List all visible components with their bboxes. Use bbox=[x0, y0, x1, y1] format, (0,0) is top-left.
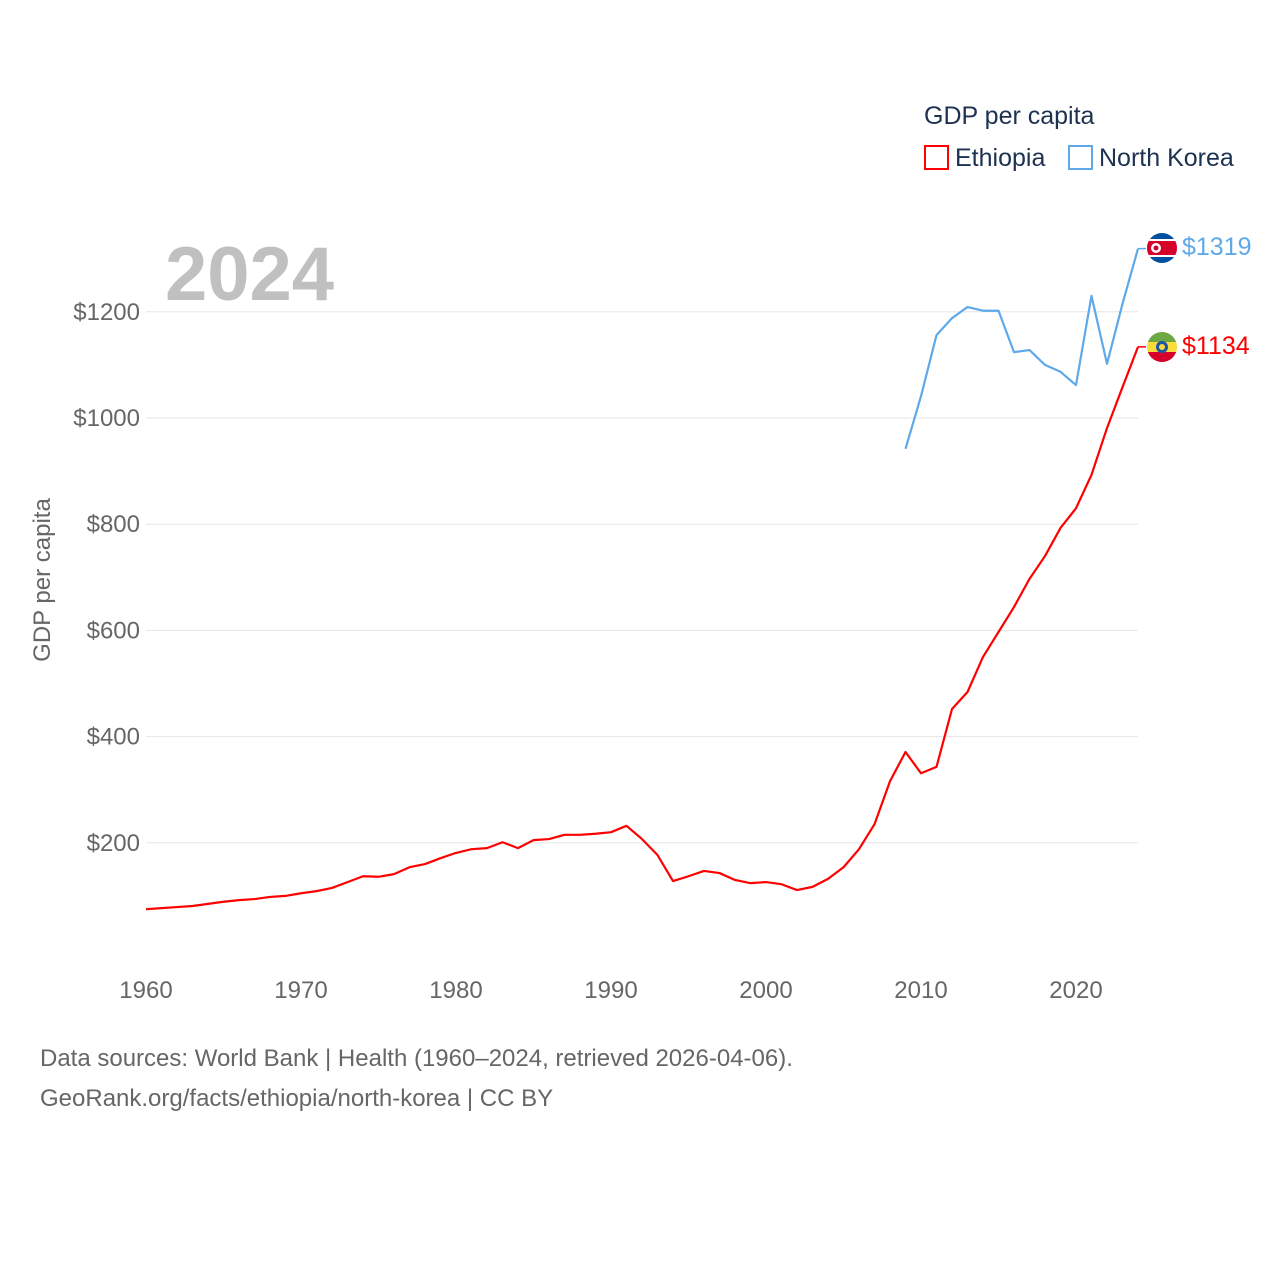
x-axis: 1960 1970 1980 1990 2000 2010 2020 bbox=[119, 977, 1102, 1004]
legend-title: GDP per capita bbox=[924, 102, 1095, 130]
y-axis-label: GDP per capita bbox=[29, 498, 56, 662]
x-tick-label: 2020 bbox=[1049, 977, 1102, 1004]
y-tick-label: $400 bbox=[87, 724, 140, 751]
y-tick-label: $200 bbox=[87, 830, 140, 857]
ethiopia-flag-icon bbox=[1147, 332, 1177, 362]
x-tick-label: 1960 bbox=[119, 977, 172, 1004]
y-axis: $200 $400 $600 $800 $1000 $1200 bbox=[73, 299, 140, 857]
legend-swatch-north-korea bbox=[1068, 145, 1093, 170]
legend-label-ethiopia: Ethiopia bbox=[955, 144, 1045, 172]
x-tick-label: 1990 bbox=[584, 977, 637, 1004]
north-korea-line bbox=[904, 248, 1140, 450]
ethiopia-line bbox=[145, 346, 1140, 911]
x-tick-label: 1980 bbox=[429, 977, 482, 1004]
y-tick-label: $600 bbox=[87, 617, 140, 644]
gridlines bbox=[146, 311, 1138, 844]
north-korea-end-label: $1319 bbox=[1182, 233, 1252, 261]
year-label: 2024 bbox=[165, 232, 334, 317]
ethiopia-end-label: $1134 bbox=[1182, 332, 1250, 360]
x-tick-label: 2000 bbox=[739, 977, 792, 1004]
legend: GDP per capita Ethiopia North Korea bbox=[924, 102, 1234, 172]
y-tick-label: $1200 bbox=[73, 299, 140, 326]
y-tick-label: $1000 bbox=[73, 405, 140, 432]
footer-sources: Data sources: World Bank | Health (1960–… bbox=[40, 1045, 793, 1072]
series-lines bbox=[145, 247, 1146, 911]
legend-label-north-korea: North Korea bbox=[1099, 144, 1234, 172]
north-korea-flag-icon bbox=[1147, 233, 1177, 263]
x-tick-label: 1970 bbox=[274, 977, 327, 1004]
y-tick-label: $800 bbox=[87, 511, 140, 538]
legend-swatch-ethiopia bbox=[924, 145, 949, 170]
footer-link[interactable]: GeoRank.org/facts/ethiopia/north-korea |… bbox=[40, 1085, 554, 1112]
x-tick-label: 2010 bbox=[894, 977, 947, 1004]
